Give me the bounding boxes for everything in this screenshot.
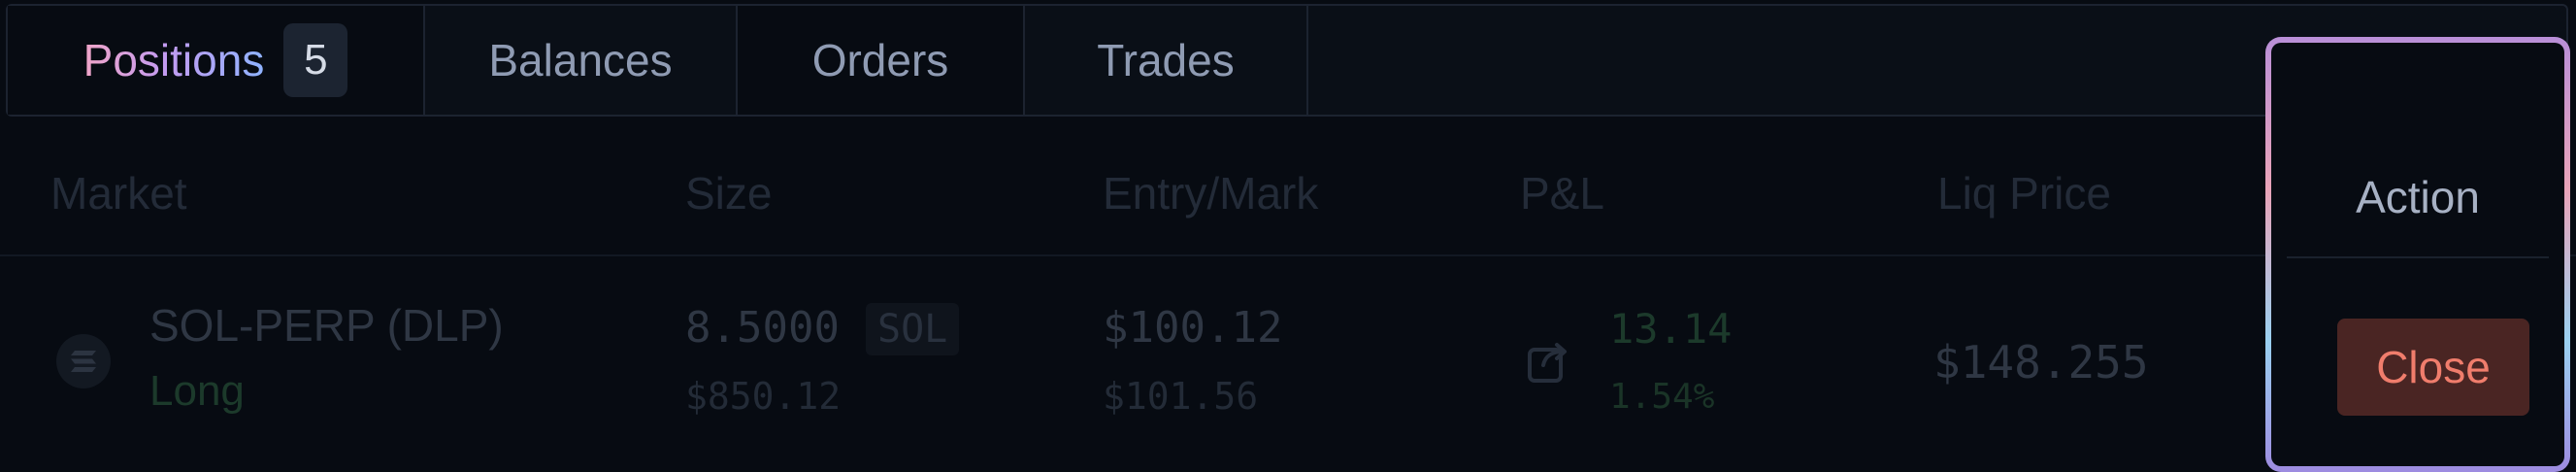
header-size: Size	[685, 168, 773, 219]
position-side: Long	[149, 367, 245, 415]
header-liq-price: Liq Price	[1937, 168, 2111, 219]
size-unit-tag: SOL	[866, 303, 960, 355]
tab-trades[interactable]: Trades	[1025, 6, 1308, 115]
share-icon[interactable]	[1524, 336, 1574, 391]
header-market: Market	[50, 168, 187, 219]
positions-count-badge: 5	[283, 23, 348, 97]
tab-orders[interactable]: Orders	[738, 6, 1025, 115]
pnl-value: 13.14	[1609, 305, 1733, 353]
header-action: Action	[2356, 172, 2480, 222]
tab-balances[interactable]: Balances	[425, 6, 738, 115]
action-column: Action Close	[2271, 43, 2564, 466]
solana-logo-icon	[56, 334, 111, 388]
mark-price: $101.56	[1103, 375, 1259, 418]
tab-balances-label: Balances	[488, 35, 673, 85]
tab-orders-label: Orders	[811, 35, 949, 85]
header-pnl: P&L	[1520, 168, 1604, 219]
header-divider	[0, 254, 2576, 256]
liq-price: $148.255	[1933, 336, 2149, 388]
tab-trades-label: Trades	[1097, 35, 1235, 85]
tab-positions-label: Positions	[83, 35, 265, 85]
position-size: 8.5000	[685, 303, 840, 353]
action-column-highlight: Action Close	[2265, 37, 2570, 472]
tab-bar: Positions 5 Balances Orders Trades	[6, 4, 2568, 117]
market-name: SOL-PERP (DLP)	[149, 300, 504, 351]
tab-positions[interactable]: Positions 5	[8, 6, 425, 115]
pnl-percent: 1.54%	[1609, 377, 1715, 417]
close-position-button[interactable]: Close	[2337, 319, 2529, 416]
position-size-usd: $850.12	[685, 375, 842, 418]
action-divider	[2287, 256, 2549, 258]
header-entry-mark: Entry/Mark	[1103, 168, 1319, 219]
entry-price: $100.12	[1103, 303, 1283, 353]
